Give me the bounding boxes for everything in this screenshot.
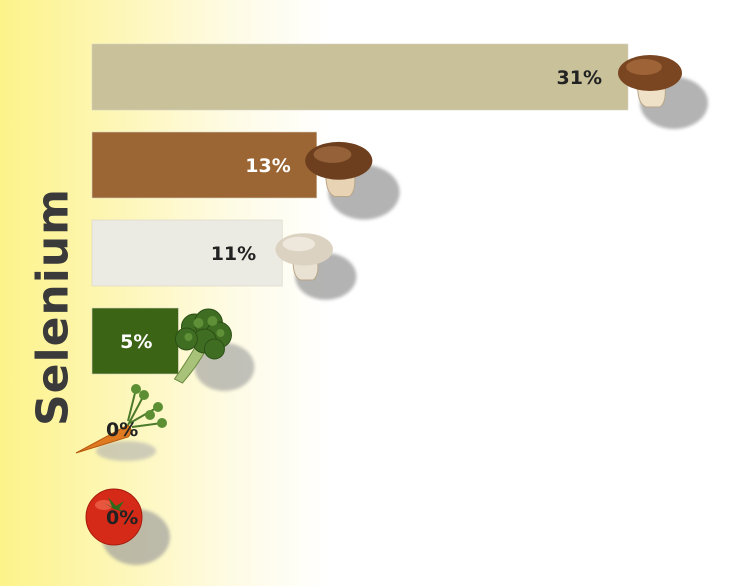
data-label: 11%	[211, 243, 256, 265]
bar	[91, 131, 318, 199]
tomato-icon	[85, 488, 170, 565]
broccoli-icon	[173, 308, 255, 391]
brown-mushroom-icon	[618, 55, 708, 129]
white-mushroom-icon	[275, 233, 357, 300]
data-label: 0%	[106, 419, 138, 441]
bar	[91, 43, 629, 111]
shiitake-mushroom-icon	[305, 141, 400, 220]
bar	[91, 307, 179, 375]
data-label: 31%	[557, 67, 602, 89]
data-label: 0%	[106, 507, 138, 529]
data-label: 5%	[120, 331, 152, 353]
data-label: 13%	[245, 155, 290, 177]
bar	[91, 219, 283, 287]
carrot-icon	[75, 384, 167, 461]
